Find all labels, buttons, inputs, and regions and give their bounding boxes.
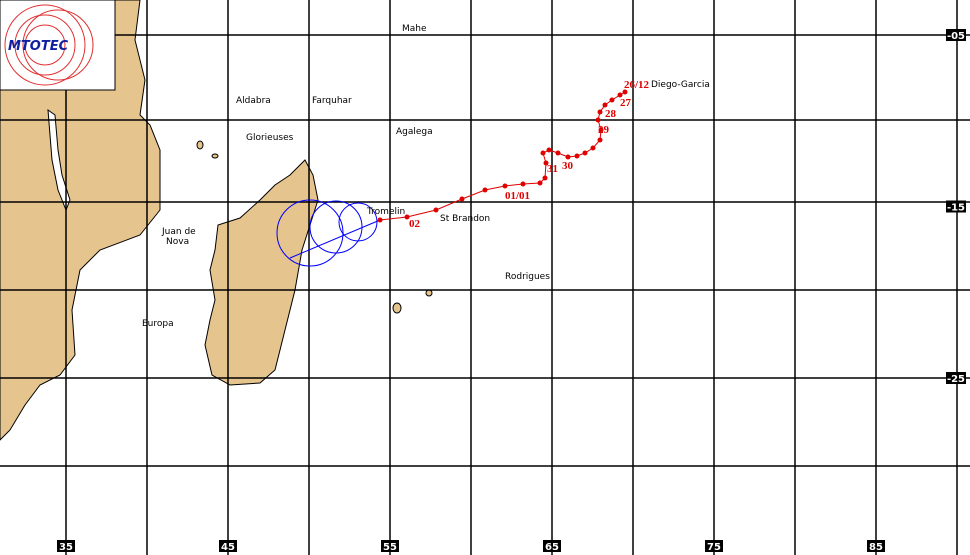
lon-tick-label: 75: [707, 542, 721, 553]
place-name: Europa: [142, 319, 174, 329]
track-point: [459, 196, 465, 202]
track-point: [565, 154, 571, 160]
track-point: [404, 214, 410, 220]
track-point: [574, 153, 580, 159]
lon-tick-box: [867, 540, 885, 552]
place-name: St Brandon: [440, 214, 490, 224]
place-name: Farquhar: [312, 96, 352, 106]
place-name: Rodrigues: [505, 272, 550, 282]
track-points: [377, 89, 628, 223]
place-name: Nova: [166, 237, 189, 247]
logo-circles: [4, 4, 94, 86]
wind-radii: [276, 199, 381, 267]
track-point: [433, 207, 439, 213]
track-point: [582, 150, 588, 156]
place-name: Glorieuses: [246, 133, 294, 143]
track-point: [555, 150, 561, 156]
place-name: Juan de: [161, 227, 196, 237]
lon-tick-label: 85: [869, 542, 883, 553]
track-point: [546, 147, 552, 153]
labels: 35 45 55 65 75 85 -05 -15 -25 Mahe Aldabra Farquhar…: [57, 24, 966, 553]
lon-tick-box: [705, 540, 723, 552]
track-date: 31: [547, 163, 558, 175]
track-date: 27: [620, 97, 632, 109]
track-point: [609, 97, 615, 103]
track-point: [537, 180, 543, 186]
track-point: [597, 109, 603, 115]
place-name: Diego-Garcia: [651, 80, 710, 90]
place-name: Tromelin: [366, 207, 405, 217]
track-point: [590, 145, 596, 151]
track-point: [597, 137, 603, 143]
track-date: 26/12: [624, 79, 650, 91]
lon-tick-box: [219, 540, 237, 552]
lat-tick-label: -05: [947, 31, 965, 42]
lat-tick-box: [946, 29, 966, 41]
track-point: [520, 181, 526, 187]
lon-tick-label: 55: [383, 542, 397, 553]
track-point: [502, 183, 508, 189]
track-date: 28: [605, 108, 617, 120]
track-point: [622, 89, 628, 95]
track-point: [482, 187, 488, 193]
lon-tick-box: [381, 540, 399, 552]
track-date: 02: [409, 218, 421, 230]
track-point: [543, 160, 549, 166]
lon-tick-label: 65: [545, 542, 559, 553]
logo-text: MTOTEC: [8, 39, 69, 54]
track: [379, 91, 626, 221]
track-point: [540, 150, 546, 156]
lon-tick-box: [57, 540, 75, 552]
lon-tick-label: 35: [59, 542, 73, 553]
place-name: Aldabra: [236, 96, 271, 106]
track-point: [377, 217, 383, 223]
lon-tick-label: 45: [221, 542, 235, 553]
lat-tick-label: -15: [947, 203, 965, 214]
track-date: 01/01: [505, 190, 530, 202]
track-point: [617, 92, 623, 98]
place-name: Mahe: [402, 24, 427, 34]
track-point: [598, 127, 604, 133]
lat-tick-box: [946, 200, 966, 213]
land: [0, 0, 433, 441]
track-point: [595, 117, 601, 123]
place-name: Agalega: [396, 127, 433, 137]
track-date: 30: [562, 160, 574, 172]
track-point: [542, 175, 548, 181]
lat-tick-label: -25: [947, 374, 965, 385]
lon-tick-box: [543, 540, 561, 552]
track-date: 29: [598, 124, 610, 136]
track-point: [602, 102, 608, 108]
lat-tick-box: [946, 372, 966, 384]
